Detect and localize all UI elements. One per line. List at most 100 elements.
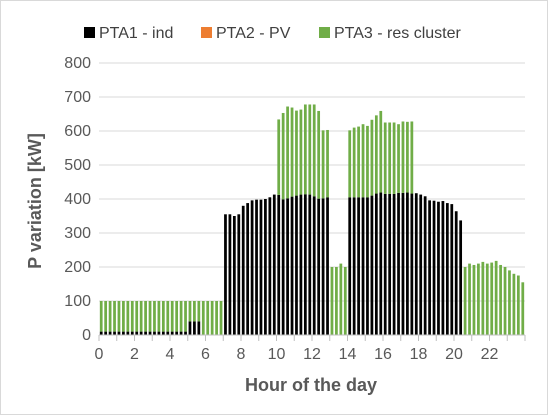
bar-s1-45 — [299, 194, 303, 335]
bar-s1-68 — [401, 192, 405, 335]
bar-s1-71 — [414, 193, 418, 335]
bar-s1-59 — [361, 197, 365, 335]
x-tick-label-6: 6 — [201, 346, 210, 363]
bar-s3-44 — [295, 110, 298, 196]
bar-s1-8 — [135, 331, 139, 335]
bar-s3-17 — [175, 301, 179, 332]
bar-s1-69 — [406, 192, 409, 335]
bar-s1-39 — [272, 194, 276, 335]
bar-s3-46 — [303, 104, 307, 195]
bar-s3-60 — [366, 125, 369, 198]
bar-s3-64 — [383, 122, 387, 194]
bar-s3-69 — [406, 121, 409, 193]
bar-s1-33 — [246, 203, 250, 335]
bar-s3-86 — [481, 261, 485, 335]
bar-s3-61 — [370, 119, 374, 196]
bar-s3-65 — [388, 122, 392, 194]
bar-s3-82 — [463, 267, 467, 335]
bar-s3-51 — [326, 129, 329, 198]
bar-s1-30 — [232, 216, 236, 335]
y-tick-label-500: 500 — [64, 157, 91, 174]
bar-s3-15 — [166, 301, 170, 332]
bar-s3-11 — [148, 301, 152, 332]
legend-swatch-pta2 — [201, 27, 212, 38]
bar-s3-0 — [99, 301, 103, 332]
bar-s3-62 — [374, 115, 378, 194]
bar-s3-24 — [206, 301, 210, 335]
bar-s1-4 — [117, 331, 121, 335]
bar-s1-65 — [388, 193, 392, 335]
bar-s1-67 — [397, 192, 400, 335]
bar-s1-49 — [317, 198, 321, 335]
bar-s1-37 — [264, 199, 267, 335]
bar-s3-90 — [499, 264, 502, 335]
bar-s3-70 — [410, 121, 414, 194]
bar-s3-94 — [516, 275, 520, 335]
bar-s3-9 — [139, 301, 143, 332]
bar-s3-19 — [184, 301, 187, 332]
bar-s1-38 — [268, 197, 272, 335]
x-tick-label-16: 16 — [374, 346, 392, 363]
bar-s3-13 — [157, 301, 161, 332]
bar-s3-10 — [144, 301, 147, 332]
legend-label-pta3: PTA3 - res cluster — [334, 25, 462, 42]
bar-s1-21 — [193, 321, 196, 335]
bar-s3-87 — [485, 263, 489, 335]
bar-s1-58 — [357, 197, 360, 335]
bar-s1-3 — [113, 331, 116, 335]
bar-s1-47 — [308, 194, 312, 335]
bar-s1-15 — [166, 331, 170, 335]
bar-s3-3 — [113, 301, 116, 332]
bar-s3-26 — [215, 301, 218, 335]
bar-s1-16 — [170, 331, 174, 335]
bar-s3-91 — [503, 267, 507, 335]
bar-s3-53 — [335, 267, 338, 335]
bar-s1-14 — [161, 331, 165, 335]
bar-s3-89 — [494, 260, 498, 335]
bar-s3-1 — [104, 301, 108, 332]
bar-s3-22 — [197, 301, 201, 322]
bar-s1-44 — [295, 195, 298, 335]
bar-s1-75 — [432, 200, 436, 335]
legend-swatch-pta1 — [84, 27, 95, 38]
axes — [98, 334, 526, 341]
bar-s3-68 — [401, 121, 405, 193]
bar-s1-20 — [188, 321, 192, 335]
x-tick-label-4: 4 — [166, 346, 175, 363]
bar-s3-67 — [397, 124, 400, 193]
bar-s3-56 — [348, 130, 352, 198]
bar-s3-21 — [193, 301, 196, 322]
bar-s1-40 — [277, 194, 281, 335]
bar-s3-49 — [317, 110, 321, 199]
bar-s3-12 — [153, 301, 156, 332]
y-tick-label-800: 800 — [64, 55, 91, 72]
bar-s3-59 — [361, 124, 365, 198]
y-tick-label-200: 200 — [64, 259, 91, 276]
bar-s3-84 — [472, 264, 476, 335]
bar-s3-88 — [490, 262, 494, 335]
bar-s3-4 — [117, 301, 121, 332]
bar-s1-56 — [348, 197, 352, 335]
bar-s3-92 — [508, 270, 511, 335]
bar-s3-52 — [330, 267, 334, 335]
legend-label-pta2: PTA2 - PV — [216, 25, 291, 42]
bar-s1-50 — [321, 198, 325, 335]
bar-s1-17 — [175, 331, 179, 335]
bar-s1-48 — [312, 196, 316, 335]
bar-s3-55 — [343, 267, 347, 335]
bar-s3-20 — [188, 301, 192, 322]
bar-s3-57 — [352, 127, 356, 198]
bar-s1-77 — [441, 201, 445, 335]
x-tick-label-18: 18 — [410, 346, 428, 363]
bar-s1-18 — [179, 331, 183, 335]
bar-s3-42 — [286, 106, 289, 199]
bar-s1-22 — [197, 321, 201, 335]
y-tick-label-600: 600 — [64, 123, 91, 140]
bar-s1-13 — [157, 331, 161, 335]
x-tick-label-20: 20 — [445, 346, 463, 363]
bar-s3-43 — [290, 107, 294, 197]
bar-s1-9 — [139, 331, 143, 335]
bar-s1-61 — [370, 195, 374, 335]
bar-s1-76 — [437, 201, 440, 335]
bar-s1-7 — [130, 331, 134, 335]
